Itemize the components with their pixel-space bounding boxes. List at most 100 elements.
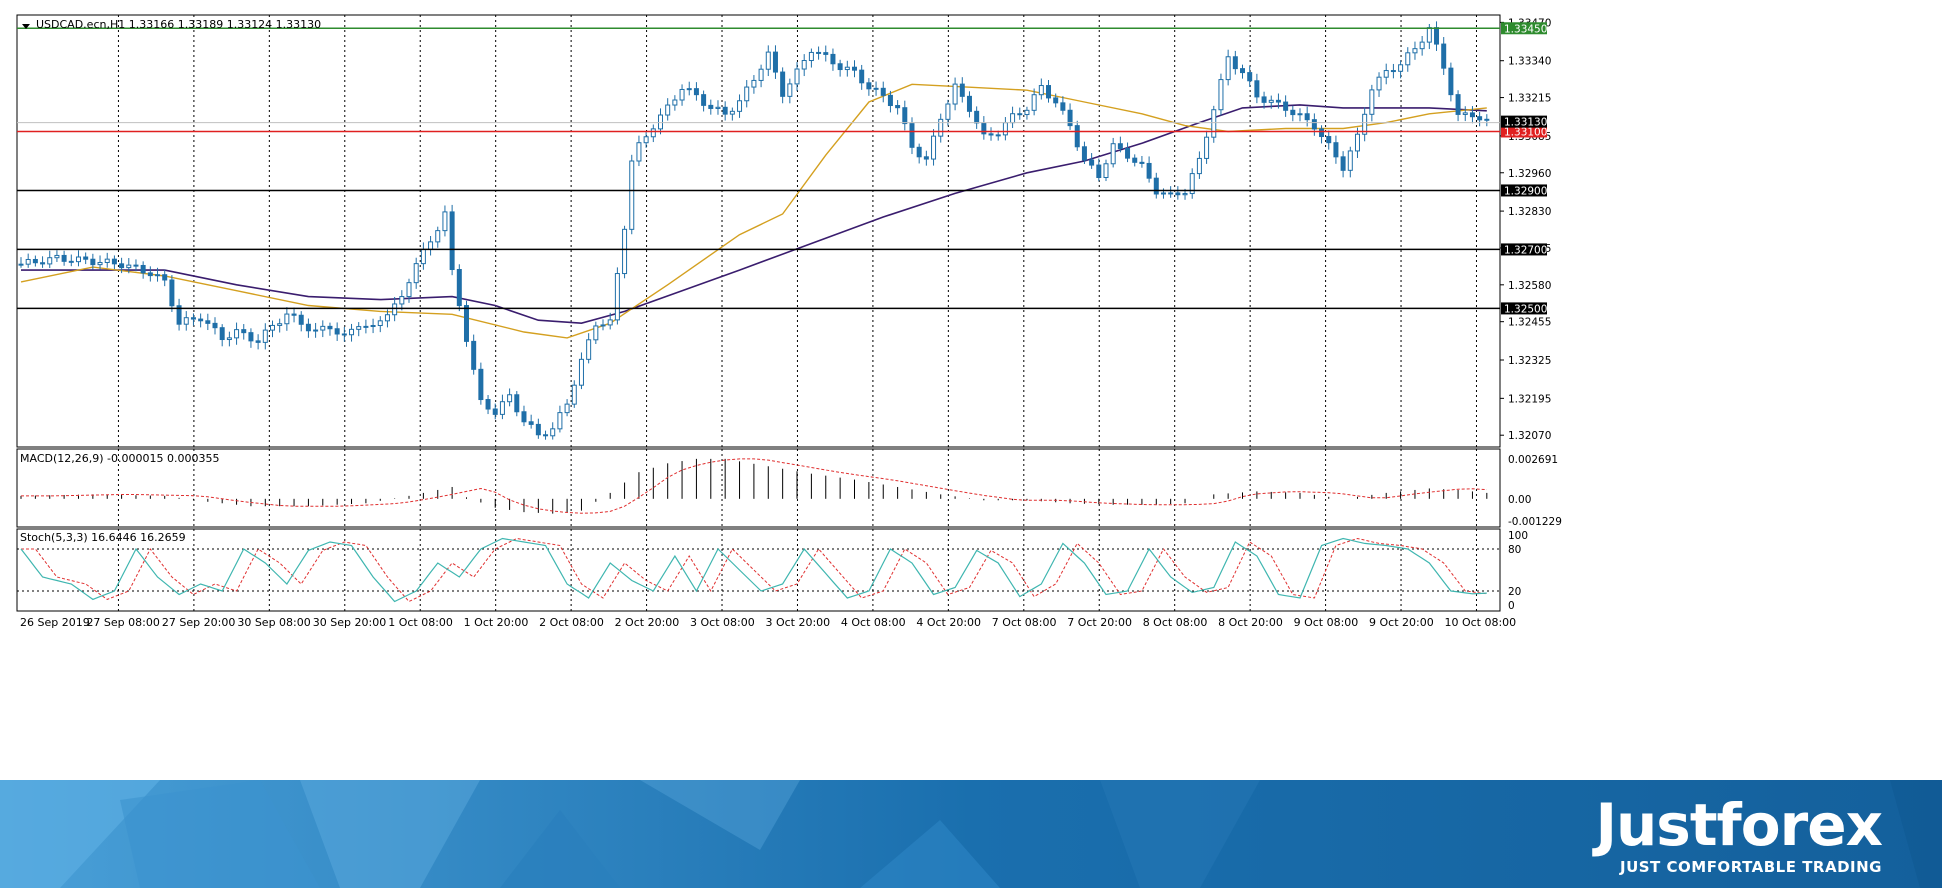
candle-body — [1081, 146, 1087, 161]
candle-body — [1110, 143, 1116, 165]
macd-panel — [16, 448, 1501, 528]
candle-body — [1232, 56, 1238, 70]
stoch-signal-line — [21, 537, 1487, 603]
candle-body — [1434, 27, 1440, 45]
candle-body — [622, 228, 628, 275]
candle-body — [1211, 109, 1217, 138]
candle-body — [1053, 97, 1059, 104]
time-axis-label: 10 Oct 08:00 — [1444, 616, 1516, 629]
macd-tick-label: -0.001229 — [1508, 516, 1562, 528]
candle-body — [1010, 113, 1016, 124]
price-tick-label: 1.32070 — [1508, 430, 1551, 442]
candle-body — [1484, 118, 1490, 121]
candle-body — [715, 106, 721, 109]
candle-body — [499, 401, 505, 415]
candle-body — [1398, 64, 1404, 72]
candle-body — [1196, 157, 1202, 175]
candle-body — [1139, 161, 1145, 164]
candle-body — [226, 337, 232, 341]
candle-body — [600, 324, 606, 327]
candle-body — [535, 423, 541, 436]
candle-body — [291, 313, 297, 316]
candle-body — [169, 279, 175, 307]
candle-body — [205, 320, 211, 324]
time-axis-label: 8 Oct 20:00 — [1218, 616, 1283, 629]
candle-body — [313, 329, 319, 332]
candle-body — [679, 88, 685, 101]
symbol-info: USDCAD.ecn,H1 1.33166 1.33189 1.33124 1.… — [36, 18, 321, 31]
candle-body — [737, 100, 743, 112]
level-label-bg — [1501, 125, 1547, 138]
time-axis-label: 2 Oct 20:00 — [615, 616, 680, 629]
current-price-bg — [1501, 115, 1547, 128]
candle-body — [349, 328, 355, 336]
candle-body — [1347, 150, 1353, 171]
candle-body — [895, 105, 901, 109]
candle-body — [686, 88, 692, 91]
candle-body — [255, 340, 261, 343]
candle-body — [852, 66, 858, 71]
candle-body — [334, 328, 340, 335]
level-label: 1.33100 — [1504, 126, 1547, 138]
candle-body — [1405, 52, 1411, 66]
time-axis-label: 4 Oct 20:00 — [916, 616, 981, 629]
candle-body — [923, 156, 929, 160]
stoch-tick-label: 80 — [1508, 544, 1521, 556]
candle-body — [866, 82, 872, 90]
candle-body — [550, 428, 556, 437]
candle-body — [234, 329, 240, 339]
candle-body — [262, 329, 268, 343]
price-tick-label: 1.32325 — [1508, 355, 1551, 367]
footer-graphic — [0, 780, 1942, 888]
price-tick-label: 1.32960 — [1508, 168, 1551, 180]
time-axis-label: 4 Oct 08:00 — [841, 616, 906, 629]
candle-body — [1132, 157, 1138, 163]
price-tick-label: 1.32195 — [1508, 393, 1551, 405]
candle-body — [54, 254, 60, 259]
candle-body — [1089, 159, 1095, 166]
candle-body — [1046, 85, 1052, 99]
candle-body — [25, 258, 31, 265]
candle-body — [607, 319, 613, 326]
macd-label: MACD(12,26,9) -0.000015 0.000355 — [20, 452, 219, 465]
stoch-main-line — [20, 537, 1487, 603]
candle-body — [1168, 192, 1174, 195]
candle-body — [442, 211, 448, 232]
time-axis-label: 30 Sep 20:00 — [313, 616, 386, 629]
candle-body — [478, 368, 484, 401]
candle-body — [1326, 136, 1332, 144]
candle-body — [162, 274, 168, 281]
candle-body — [1441, 43, 1447, 69]
candle-body — [794, 68, 800, 85]
candle-body — [327, 325, 333, 330]
candle-body — [1031, 94, 1037, 111]
candle-body — [90, 258, 96, 266]
candle-body — [1304, 113, 1310, 121]
candle-body — [729, 110, 735, 115]
candle-body — [593, 325, 599, 341]
candle-body — [219, 327, 225, 341]
price-tick-label: 1.32455 — [1508, 317, 1551, 329]
candle-body — [377, 320, 383, 327]
candle-body — [1283, 101, 1289, 111]
level-label: 1.33450 — [1504, 23, 1547, 35]
candle-body — [693, 88, 699, 96]
candle-body — [320, 325, 326, 331]
time-axis-label: 9 Oct 20:00 — [1369, 616, 1434, 629]
candle-body — [557, 412, 563, 430]
time-axis-label: 27 Sep 08:00 — [86, 616, 159, 629]
macd-tick-label: 0.00 — [1508, 494, 1531, 506]
candle-body — [995, 134, 1001, 137]
macd-tick-label: 0.002691 — [1508, 454, 1558, 466]
candle-body — [780, 71, 786, 97]
candle-body — [1376, 76, 1382, 91]
candle-body — [471, 340, 477, 370]
candle-body — [147, 272, 153, 277]
candle-body — [40, 262, 46, 265]
candle-body — [887, 94, 893, 107]
candle-body — [1060, 102, 1066, 111]
level-label: 1.32500 — [1504, 303, 1547, 315]
price-tick-label: 1.33340 — [1508, 56, 1551, 68]
candle-body — [614, 273, 620, 321]
candle-body — [528, 421, 534, 425]
